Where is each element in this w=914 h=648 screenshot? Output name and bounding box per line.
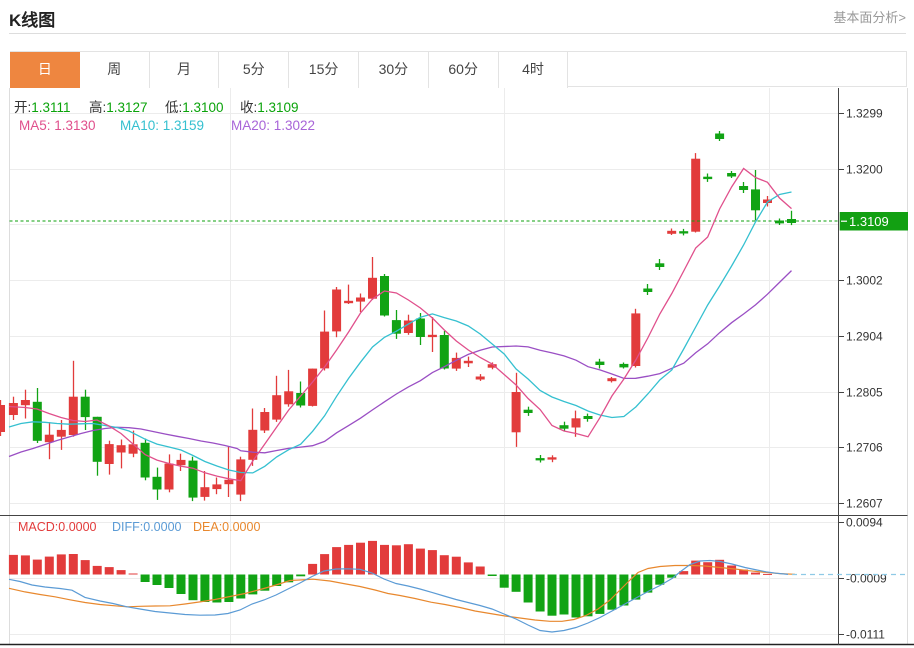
svg-text:1.3002: 1.3002 bbox=[846, 274, 883, 288]
svg-text:1.2805: 1.2805 bbox=[846, 386, 883, 400]
svg-text:1.2706: 1.2706 bbox=[846, 441, 883, 455]
svg-text:-0.0009: -0.0009 bbox=[846, 572, 887, 586]
svg-text:1.3109: 1.3109 bbox=[849, 214, 889, 229]
svg-text:1.2904: 1.2904 bbox=[846, 330, 883, 344]
svg-text:-0.0111: -0.0111 bbox=[846, 628, 885, 642]
svg-text:1.2607: 1.2607 bbox=[846, 497, 883, 511]
svg-text:1.3299: 1.3299 bbox=[846, 107, 883, 121]
svg-text:1.3200: 1.3200 bbox=[846, 163, 883, 177]
svg-text:0.0094: 0.0094 bbox=[846, 516, 883, 530]
